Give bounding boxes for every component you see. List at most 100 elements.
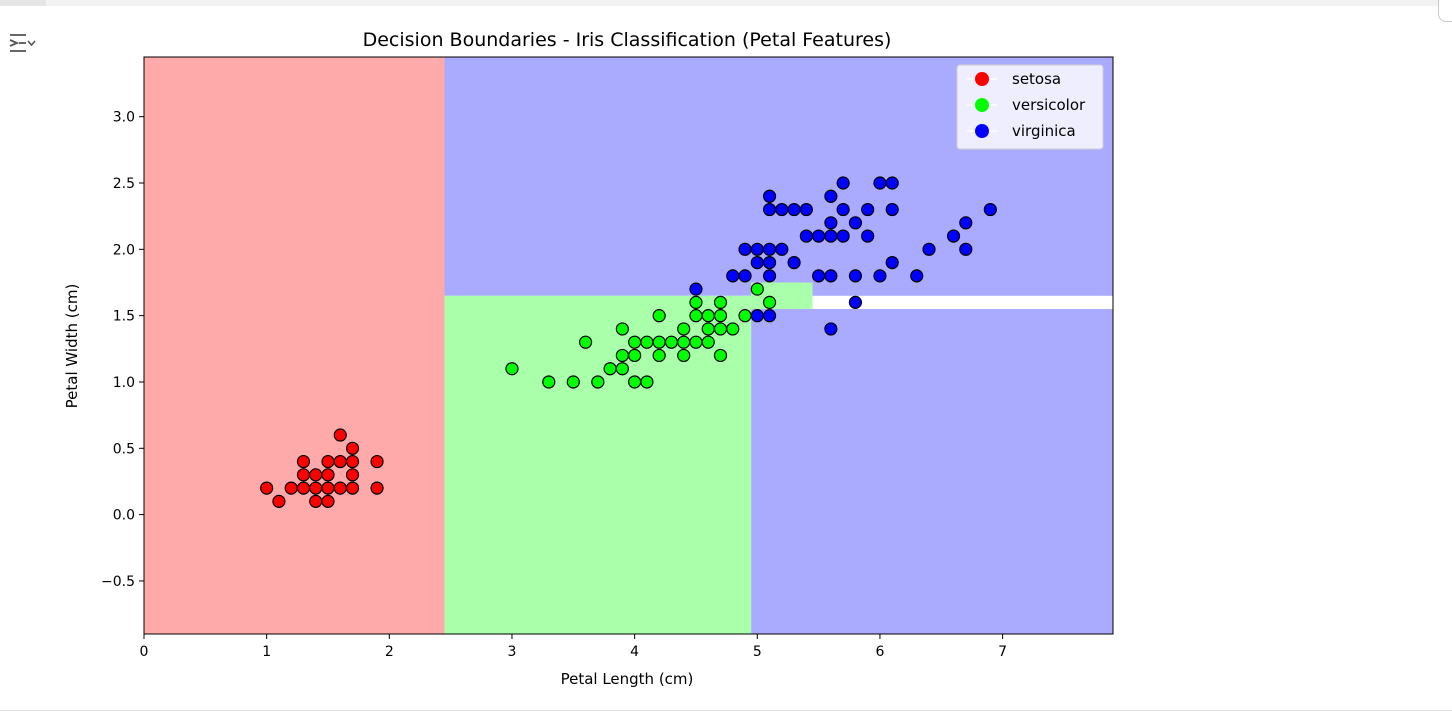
point-versicolor [640,375,654,389]
chart-legend: setosa versicolor virginica [956,64,1104,150]
point-virginica [848,295,863,309]
point-versicolor [677,335,691,349]
cell-bottom-divider [0,710,1452,711]
y-tick-label: 2.5 [113,176,135,192]
point-versicolor [677,348,691,363]
point-versicolor [713,295,728,309]
top-toolbar-tab [0,0,46,6]
x-tick-label: 5 [753,644,762,660]
point-setosa [321,481,335,495]
point-setosa [345,441,360,455]
point-versicolor [726,322,740,336]
scatter-points [260,176,997,508]
point-virginica [848,269,863,283]
point-setosa [345,454,360,469]
point-versicolor [713,322,728,336]
point-virginica [750,255,764,270]
point-virginica [812,269,826,283]
x-axis-ticks: 0 1 2 3 4 5 6 7 [140,634,1007,660]
point-virginica [861,202,875,217]
point-virginica [787,255,801,270]
point-versicolor [701,309,715,323]
point-versicolor [713,348,728,363]
point-versicolor [750,282,764,296]
point-versicolor [603,362,617,376]
point-virginica [775,242,789,256]
top-toolbar-strip [0,0,1452,6]
point-virginica [824,189,838,203]
point-versicolor [738,309,752,323]
point-versicolor [689,295,703,309]
y-tick-label: −0.5 [101,574,135,590]
point-setosa [370,481,384,495]
decision-region-virginica [751,309,1113,634]
point-virginica [922,242,936,256]
point-virginica [959,242,973,256]
point-versicolor [701,322,715,336]
point-virginica [836,176,850,190]
point-setosa [370,454,384,469]
point-virginica [775,202,789,217]
y-tick-label: 0.0 [113,508,135,524]
point-versicolor [762,295,777,309]
x-tick-label: 7 [998,644,1007,660]
x-tick-label: 4 [630,644,639,660]
point-virginica [750,309,764,323]
legend-marker-versicolor [975,98,989,112]
decision-region-versicolor [444,295,752,634]
output-toggle-icon [9,34,36,52]
point-virginica [738,242,752,256]
point-virginica [689,282,703,296]
output-toggle-button[interactable] [6,30,36,56]
point-virginica [836,202,850,217]
chart-title: Decision Boundaries - Iris Classificatio… [363,29,892,51]
point-virginica [750,242,764,256]
point-versicolor [664,335,679,349]
point-virginica [762,269,777,283]
x-tick-label: 2 [385,644,394,660]
point-setosa [321,468,335,482]
point-virginica [824,216,838,230]
point-virginica [787,202,801,217]
x-tick-label: 3 [508,644,517,660]
point-setosa [345,481,360,495]
point-virginica [959,216,973,230]
point-versicolor [689,309,703,323]
point-virginica [762,189,777,203]
point-virginica [824,269,838,283]
point-virginica [762,309,777,323]
point-virginica [836,229,850,243]
point-virginica [873,176,887,190]
point-versicolor [652,348,666,363]
point-versicolor [628,348,642,363]
point-setosa [284,481,298,495]
point-setosa [333,454,347,469]
legend-marker-virginica [975,124,989,138]
point-versicolor [640,335,654,349]
y-axis-ticks: −0.5 0.0 0.5 1.0 1.5 2.0 2.5 3.0 [101,110,144,590]
point-setosa [321,494,335,508]
y-tick-label: 2.0 [113,242,135,258]
point-versicolor [542,375,556,389]
x-axis-label: Petal Length (cm) [561,670,694,688]
legend-label-versicolor: versicolor [1012,96,1086,114]
point-setosa [345,468,360,482]
point-setosa [309,481,323,495]
y-tick-label: 1.5 [113,309,135,325]
point-versicolor [505,362,519,376]
x-tick-label: 1 [262,644,271,660]
point-versicolor [701,335,715,349]
point-virginica [738,269,752,283]
point-virginica [726,269,740,283]
point-versicolor [615,362,629,376]
point-virginica [799,202,813,217]
panel-corner-handle[interactable] [1438,0,1452,22]
x-tick-label: 0 [140,644,149,660]
point-versicolor [615,322,629,336]
plot-frame [143,56,1114,635]
point-versicolor [677,322,691,336]
point-virginica [762,202,777,217]
point-setosa [296,468,311,482]
point-setosa [309,468,323,482]
